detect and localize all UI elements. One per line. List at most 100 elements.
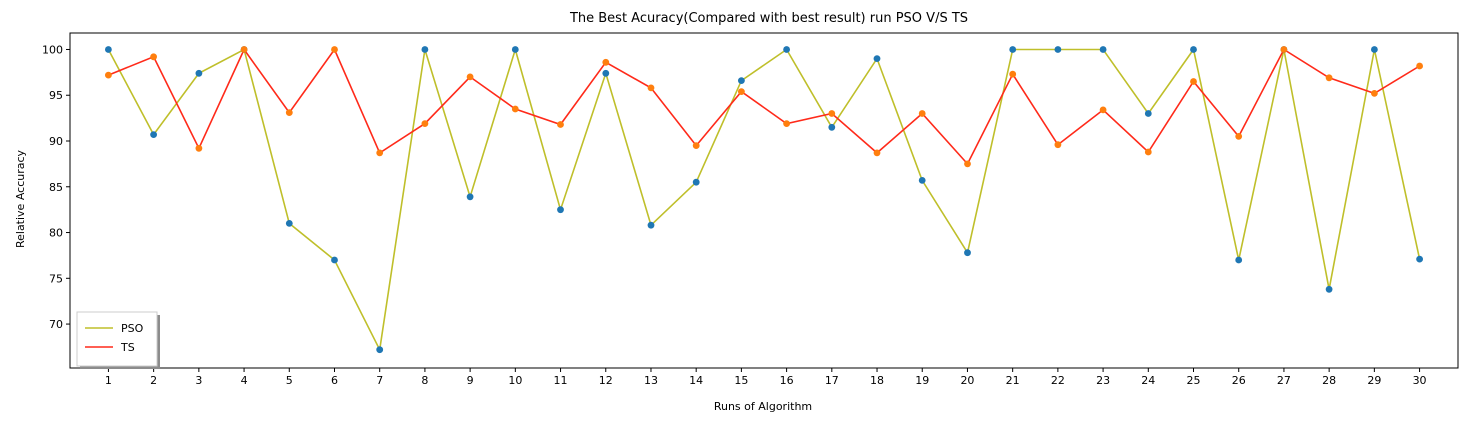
point-pso <box>285 220 293 227</box>
plot-frame <box>69 32 1459 369</box>
x-tick-label: 27 <box>1277 374 1291 387</box>
point-ts <box>1009 70 1017 78</box>
y-tick-label: 90 <box>49 135 63 148</box>
point-ts <box>783 120 790 127</box>
point-ts <box>738 88 745 95</box>
point-pso <box>783 46 790 53</box>
point-pso <box>421 46 429 53</box>
point-pso <box>692 178 700 186</box>
point-pso <box>1235 256 1243 264</box>
point-ts <box>828 110 836 117</box>
point-pso <box>1190 46 1197 53</box>
x-tick-label: 3 <box>195 374 202 387</box>
point-pso <box>1144 110 1152 117</box>
y-tick-label: 85 <box>49 181 63 194</box>
legend-label-pso: PSO <box>121 322 144 335</box>
point-ts <box>150 53 158 61</box>
point-ts <box>873 149 881 157</box>
x-tick-label: 6 <box>331 374 338 387</box>
point-pso <box>918 177 926 184</box>
x-axis-label: Runs of Algorithm <box>714 400 812 413</box>
point-ts <box>602 58 610 66</box>
x-tick-label: 10 <box>508 374 522 387</box>
point-pso <box>1009 46 1017 53</box>
x-tick-label: 1 <box>105 374 112 387</box>
point-pso <box>466 193 474 201</box>
point-ts <box>557 121 564 128</box>
x-tick-label: 21 <box>1006 374 1020 387</box>
point-ts <box>964 160 971 168</box>
point-pso <box>873 55 881 62</box>
legend-box <box>76 311 158 367</box>
point-pso <box>511 46 519 53</box>
x-tick-label: 4 <box>241 374 248 387</box>
point-ts <box>1099 106 1107 114</box>
point-pso <box>105 46 112 53</box>
chart-title: The Best Acuracy(Compared with best resu… <box>569 11 968 26</box>
point-ts <box>285 109 293 116</box>
x-tick-label: 24 <box>1141 374 1155 387</box>
point-pso <box>1054 46 1062 53</box>
x-tick-label: 11 <box>554 374 568 387</box>
legend-entries: PSO TS <box>85 322 144 354</box>
point-ts <box>1235 133 1243 140</box>
x-tick-label: 5 <box>286 374 293 387</box>
x-tick-label: 15 <box>734 374 748 387</box>
point-ts <box>647 84 655 92</box>
x-tick-label: 29 <box>1367 374 1381 387</box>
point-pso <box>331 256 338 264</box>
point-ts <box>1190 78 1197 85</box>
point-ts <box>1371 90 1378 97</box>
point-pso <box>964 249 971 257</box>
point-pso <box>1371 46 1378 53</box>
point-ts <box>692 142 700 150</box>
series-line-ts <box>108 47 1421 166</box>
point-pso <box>376 346 384 354</box>
x-tick-label: 12 <box>599 374 613 387</box>
legend: PSO TS <box>76 311 160 369</box>
x-tick-label: 20 <box>960 374 974 387</box>
point-ts <box>105 71 112 79</box>
x-tick-label: 26 <box>1232 374 1246 387</box>
point-pso <box>602 69 610 77</box>
point-pso <box>1416 255 1423 263</box>
point-ts <box>1054 141 1062 149</box>
x-tick-label: 17 <box>825 374 839 387</box>
point-ts <box>376 149 384 157</box>
point-pso <box>150 131 158 139</box>
x-tick-label: 13 <box>644 374 658 387</box>
y-tick-label: 80 <box>49 227 63 240</box>
point-ts <box>1325 74 1333 82</box>
x-tick-label: 2 <box>150 374 157 387</box>
x-tick-label: 7 <box>376 374 383 387</box>
point-ts <box>1280 46 1288 53</box>
x-tick-label: 28 <box>1322 374 1336 387</box>
point-pso <box>647 221 655 229</box>
x-tick-label: 9 <box>467 374 474 387</box>
x-tick-label: 25 <box>1187 374 1201 387</box>
point-pso <box>1325 285 1333 293</box>
x-axis-ticks: 1 2 3 4 5 6 7 8 9 10 11 12 13 14 15 16 17 18 19 20 21 22 23 24 2… <box>105 368 1427 387</box>
point-ts <box>421 120 429 127</box>
point-pso <box>1099 46 1107 53</box>
x-tick-label: 16 <box>780 374 794 387</box>
x-tick-label: 22 <box>1051 374 1065 387</box>
legend-label-ts: TS <box>120 341 135 354</box>
point-pso <box>738 77 745 84</box>
series-line-pso <box>107 46 1421 353</box>
x-tick-label: 19 <box>915 374 929 387</box>
plot-area: 1 2 3 4 5 6 7 8 9 10 11 12 13 14 15 16 17 18 19 20 21 22 23 24 2… <box>42 32 1459 387</box>
point-ts <box>466 73 474 81</box>
series-lines <box>107 46 1421 353</box>
point-pso <box>557 206 564 214</box>
x-tick-label: 23 <box>1096 374 1110 387</box>
point-ts <box>511 105 519 113</box>
y-tick-label: 70 <box>49 318 63 331</box>
y-axis-ticks: 70 75 80 85 90 95 100 <box>42 43 70 331</box>
y-tick-label: 75 <box>49 272 63 285</box>
x-tick-label: 14 <box>689 374 703 387</box>
y-tick-label: 95 <box>49 89 63 102</box>
y-tick-label: 100 <box>42 43 63 56</box>
x-tick-label: 8 <box>421 374 428 387</box>
